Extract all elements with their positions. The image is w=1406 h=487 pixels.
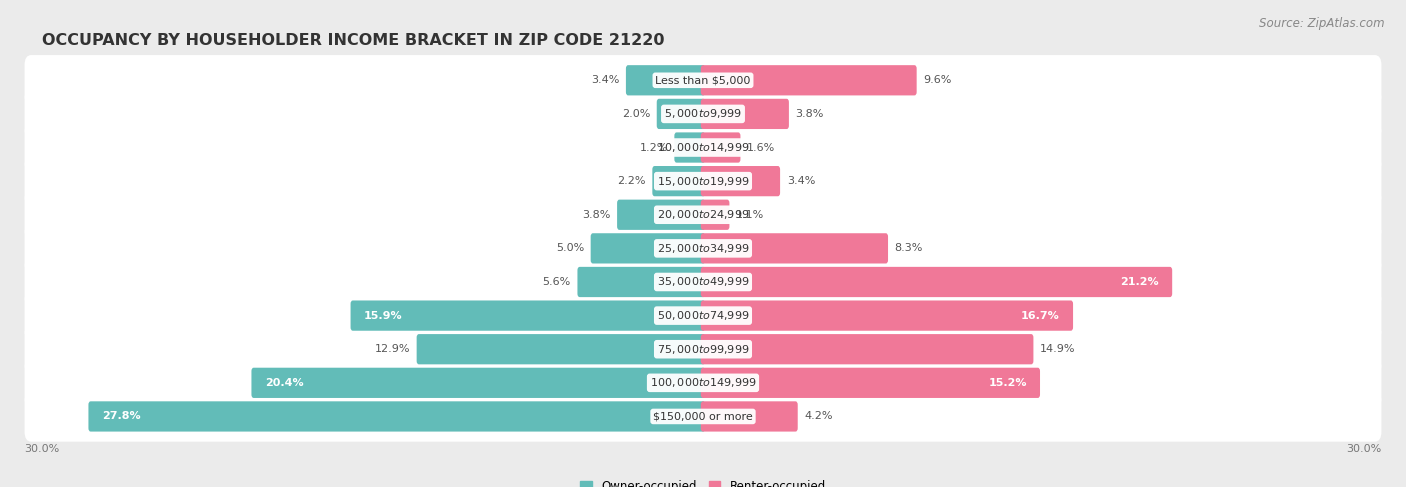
Text: 15.2%: 15.2% — [988, 378, 1026, 388]
FancyBboxPatch shape — [24, 290, 1382, 341]
FancyBboxPatch shape — [657, 99, 706, 129]
Legend: Owner-occupied, Renter-occupied: Owner-occupied, Renter-occupied — [579, 480, 827, 487]
Text: $25,000 to $34,999: $25,000 to $34,999 — [657, 242, 749, 255]
Text: $15,000 to $19,999: $15,000 to $19,999 — [657, 175, 749, 187]
FancyBboxPatch shape — [24, 223, 1382, 274]
FancyBboxPatch shape — [700, 200, 730, 230]
FancyBboxPatch shape — [700, 401, 797, 431]
FancyBboxPatch shape — [700, 233, 889, 263]
FancyBboxPatch shape — [700, 334, 1033, 364]
Text: 4.2%: 4.2% — [804, 412, 832, 421]
Text: 16.7%: 16.7% — [1021, 311, 1060, 320]
Text: 27.8%: 27.8% — [101, 412, 141, 421]
Text: OCCUPANCY BY HOUSEHOLDER INCOME BRACKET IN ZIP CODE 21220: OCCUPANCY BY HOUSEHOLDER INCOME BRACKET … — [42, 33, 665, 48]
FancyBboxPatch shape — [617, 200, 706, 230]
Text: 2.0%: 2.0% — [621, 109, 650, 119]
FancyBboxPatch shape — [675, 132, 706, 163]
FancyBboxPatch shape — [24, 55, 1382, 106]
FancyBboxPatch shape — [24, 324, 1382, 375]
Text: 1.6%: 1.6% — [747, 143, 775, 152]
Text: 1.1%: 1.1% — [737, 210, 765, 220]
FancyBboxPatch shape — [89, 401, 706, 431]
FancyBboxPatch shape — [24, 257, 1382, 307]
FancyBboxPatch shape — [24, 156, 1382, 206]
FancyBboxPatch shape — [24, 89, 1382, 139]
Text: 20.4%: 20.4% — [264, 378, 304, 388]
Text: 2.2%: 2.2% — [617, 176, 645, 186]
Text: $75,000 to $99,999: $75,000 to $99,999 — [657, 343, 749, 356]
FancyBboxPatch shape — [252, 368, 706, 398]
FancyBboxPatch shape — [24, 391, 1382, 442]
Text: 9.6%: 9.6% — [924, 75, 952, 85]
FancyBboxPatch shape — [700, 368, 1040, 398]
FancyBboxPatch shape — [24, 189, 1382, 240]
Text: $100,000 to $149,999: $100,000 to $149,999 — [650, 376, 756, 389]
Text: Less than $5,000: Less than $5,000 — [655, 75, 751, 85]
Text: 14.9%: 14.9% — [1040, 344, 1076, 354]
Text: 5.0%: 5.0% — [555, 244, 583, 253]
FancyBboxPatch shape — [700, 166, 780, 196]
Text: 3.8%: 3.8% — [582, 210, 610, 220]
FancyBboxPatch shape — [652, 166, 706, 196]
FancyBboxPatch shape — [700, 300, 1073, 331]
FancyBboxPatch shape — [578, 267, 706, 297]
Text: $5,000 to $9,999: $5,000 to $9,999 — [664, 108, 742, 120]
FancyBboxPatch shape — [700, 267, 1173, 297]
Text: 8.3%: 8.3% — [894, 244, 922, 253]
Text: 3.8%: 3.8% — [796, 109, 824, 119]
FancyBboxPatch shape — [626, 65, 706, 95]
FancyBboxPatch shape — [24, 357, 1382, 408]
FancyBboxPatch shape — [416, 334, 706, 364]
FancyBboxPatch shape — [700, 132, 741, 163]
FancyBboxPatch shape — [700, 65, 917, 95]
Text: $35,000 to $49,999: $35,000 to $49,999 — [657, 276, 749, 288]
Text: Source: ZipAtlas.com: Source: ZipAtlas.com — [1260, 17, 1385, 30]
Text: 21.2%: 21.2% — [1121, 277, 1159, 287]
FancyBboxPatch shape — [24, 122, 1382, 173]
Text: 3.4%: 3.4% — [591, 75, 619, 85]
FancyBboxPatch shape — [350, 300, 706, 331]
Text: 1.2%: 1.2% — [640, 143, 668, 152]
Text: 12.9%: 12.9% — [374, 344, 411, 354]
Text: $150,000 or more: $150,000 or more — [654, 412, 752, 421]
Text: 15.9%: 15.9% — [364, 311, 402, 320]
FancyBboxPatch shape — [700, 99, 789, 129]
Text: $10,000 to $14,999: $10,000 to $14,999 — [657, 141, 749, 154]
Text: $20,000 to $24,999: $20,000 to $24,999 — [657, 208, 749, 221]
Text: $50,000 to $74,999: $50,000 to $74,999 — [657, 309, 749, 322]
Text: 5.6%: 5.6% — [543, 277, 571, 287]
FancyBboxPatch shape — [591, 233, 706, 263]
Text: 3.4%: 3.4% — [787, 176, 815, 186]
